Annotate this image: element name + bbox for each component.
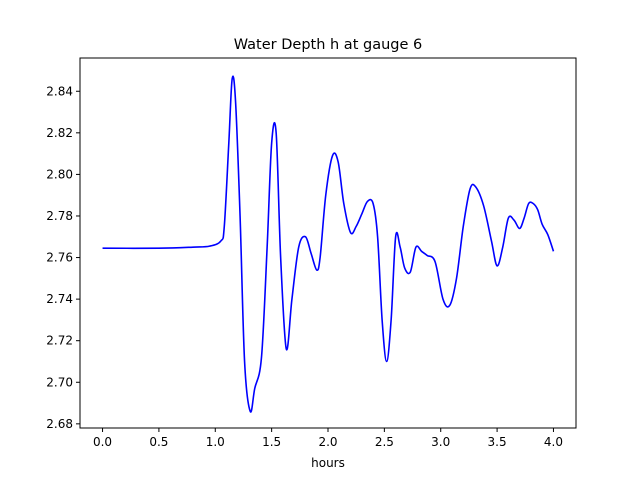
x-axis-label: hours (311, 456, 345, 470)
x-tick-label: 0.0 (93, 435, 112, 449)
y-tick-label: 2.76 (46, 251, 73, 265)
y-tick-label: 2.80 (46, 167, 73, 181)
x-tick-label: 2.0 (318, 435, 337, 449)
x-tick-label: 1.0 (206, 435, 225, 449)
x-tick-label: 3.0 (431, 435, 450, 449)
x-tick-label: 1.5 (262, 435, 281, 449)
y-tick-label: 2.74 (46, 292, 73, 306)
x-tick-label: 3.5 (488, 435, 507, 449)
y-tick-label: 2.78 (46, 209, 73, 223)
x-axis: 0.0 0.5 1.0 1.5 2.0 2.5 3.0 3.5 4.0 (93, 428, 563, 449)
y-tick-label: 2.84 (46, 84, 73, 98)
y-tick-label: 2.68 (46, 417, 73, 431)
y-tick-label: 2.72 (46, 334, 73, 348)
y-tick-label: 2.82 (46, 126, 73, 140)
y-tick-label: 2.70 (46, 375, 73, 389)
x-tick-label: 4.0 (544, 435, 563, 449)
chart-title: Water Depth h at gauge 6 (234, 37, 422, 53)
series-line-water-depth (102, 75, 555, 413)
series-layer (102, 75, 555, 413)
x-tick-label: 0.5 (149, 435, 168, 449)
x-tick-label: 2.5 (375, 435, 394, 449)
y-axis: 2.68 2.70 2.72 2.74 2.76 2.78 2.80 2.82 2.84 (46, 84, 80, 431)
